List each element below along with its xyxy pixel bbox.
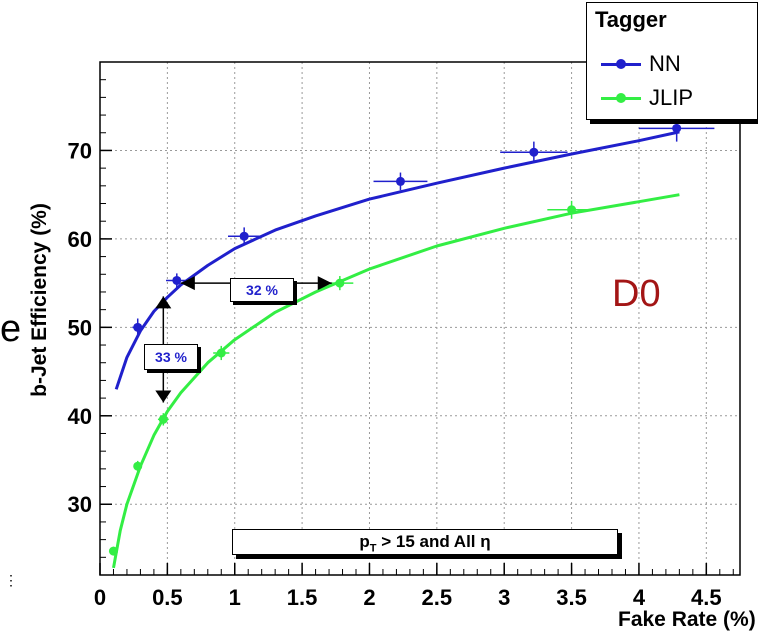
stray-mark: ⋮ bbox=[4, 572, 18, 588]
data-point-nn bbox=[500, 141, 568, 163]
data-point-jlip bbox=[547, 200, 596, 219]
x-tick-label: 2 bbox=[363, 585, 375, 610]
x-axis-title: Fake Rate (%) bbox=[618, 608, 756, 631]
y-axis-title: b-Jet Efficiency (%) bbox=[28, 203, 51, 397]
legend-marker-nn bbox=[616, 59, 626, 69]
data-points bbox=[108, 115, 715, 556]
x-tick-label: 0 bbox=[94, 585, 106, 610]
selection-cut-label: pT > 15 and All η bbox=[232, 529, 618, 555]
data-point-jlip bbox=[133, 460, 143, 472]
axis-ticks: 0 0.5 1 1.5 2 2.5 3 3.5 4 4.5 30 40 50 60 70 bbox=[68, 79, 734, 610]
data-point-jlip bbox=[108, 546, 118, 556]
data-point-nn bbox=[132, 318, 144, 337]
legend: Tagger NN JLIP bbox=[586, 2, 758, 120]
cut-label-sub: T bbox=[369, 542, 377, 555]
y-tick-label: 30 bbox=[68, 492, 92, 517]
y-tick-label: 50 bbox=[68, 315, 92, 340]
cut-label-post: > 15 and All η bbox=[376, 532, 491, 551]
legend-entry-nn: NN bbox=[587, 49, 757, 79]
data-point-nn bbox=[166, 273, 188, 288]
legend-entry-jlip: JLIP bbox=[587, 83, 757, 113]
x-tick-label: 1 bbox=[229, 585, 241, 610]
data-point-jlip bbox=[157, 413, 169, 426]
y-tick-label: 70 bbox=[68, 138, 92, 163]
x-tick-label: 3.5 bbox=[556, 585, 587, 610]
x-tick-label: 4.5 bbox=[691, 585, 722, 610]
data-point-nn bbox=[228, 227, 261, 246]
legend-marker-jlip bbox=[616, 93, 626, 103]
x-tick-label: 1.5 bbox=[287, 585, 318, 610]
stray-text: e bbox=[0, 308, 22, 350]
fit-curve-jlip bbox=[112, 193, 680, 569]
annotation-32-percent: 32 % bbox=[230, 278, 294, 302]
fit-curves bbox=[112, 130, 680, 569]
data-point-nn bbox=[638, 115, 715, 142]
grid-lines bbox=[100, 62, 740, 575]
x-tick-label: 3 bbox=[498, 585, 510, 610]
annotation-33-percent: 33 % bbox=[144, 344, 198, 370]
x-tick-label: 0.5 bbox=[152, 585, 183, 610]
y-tick-label: 60 bbox=[68, 227, 92, 252]
legend-label-jlip: JLIP bbox=[649, 85, 694, 110]
y-tick-label: 40 bbox=[68, 404, 92, 429]
experiment-label: D0 bbox=[612, 273, 661, 315]
data-point-nn bbox=[373, 172, 428, 191]
x-tick-label: 4 bbox=[633, 585, 646, 610]
legend-label-nn: NN bbox=[649, 51, 681, 76]
plot-frame bbox=[99, 61, 741, 576]
cut-label-pre: p bbox=[359, 532, 370, 551]
data-point-jlip bbox=[213, 345, 230, 361]
x-tick-label: 2.5 bbox=[422, 585, 453, 610]
legend-title: Tagger bbox=[595, 7, 667, 32]
fit-curve-nn bbox=[114, 130, 680, 390]
